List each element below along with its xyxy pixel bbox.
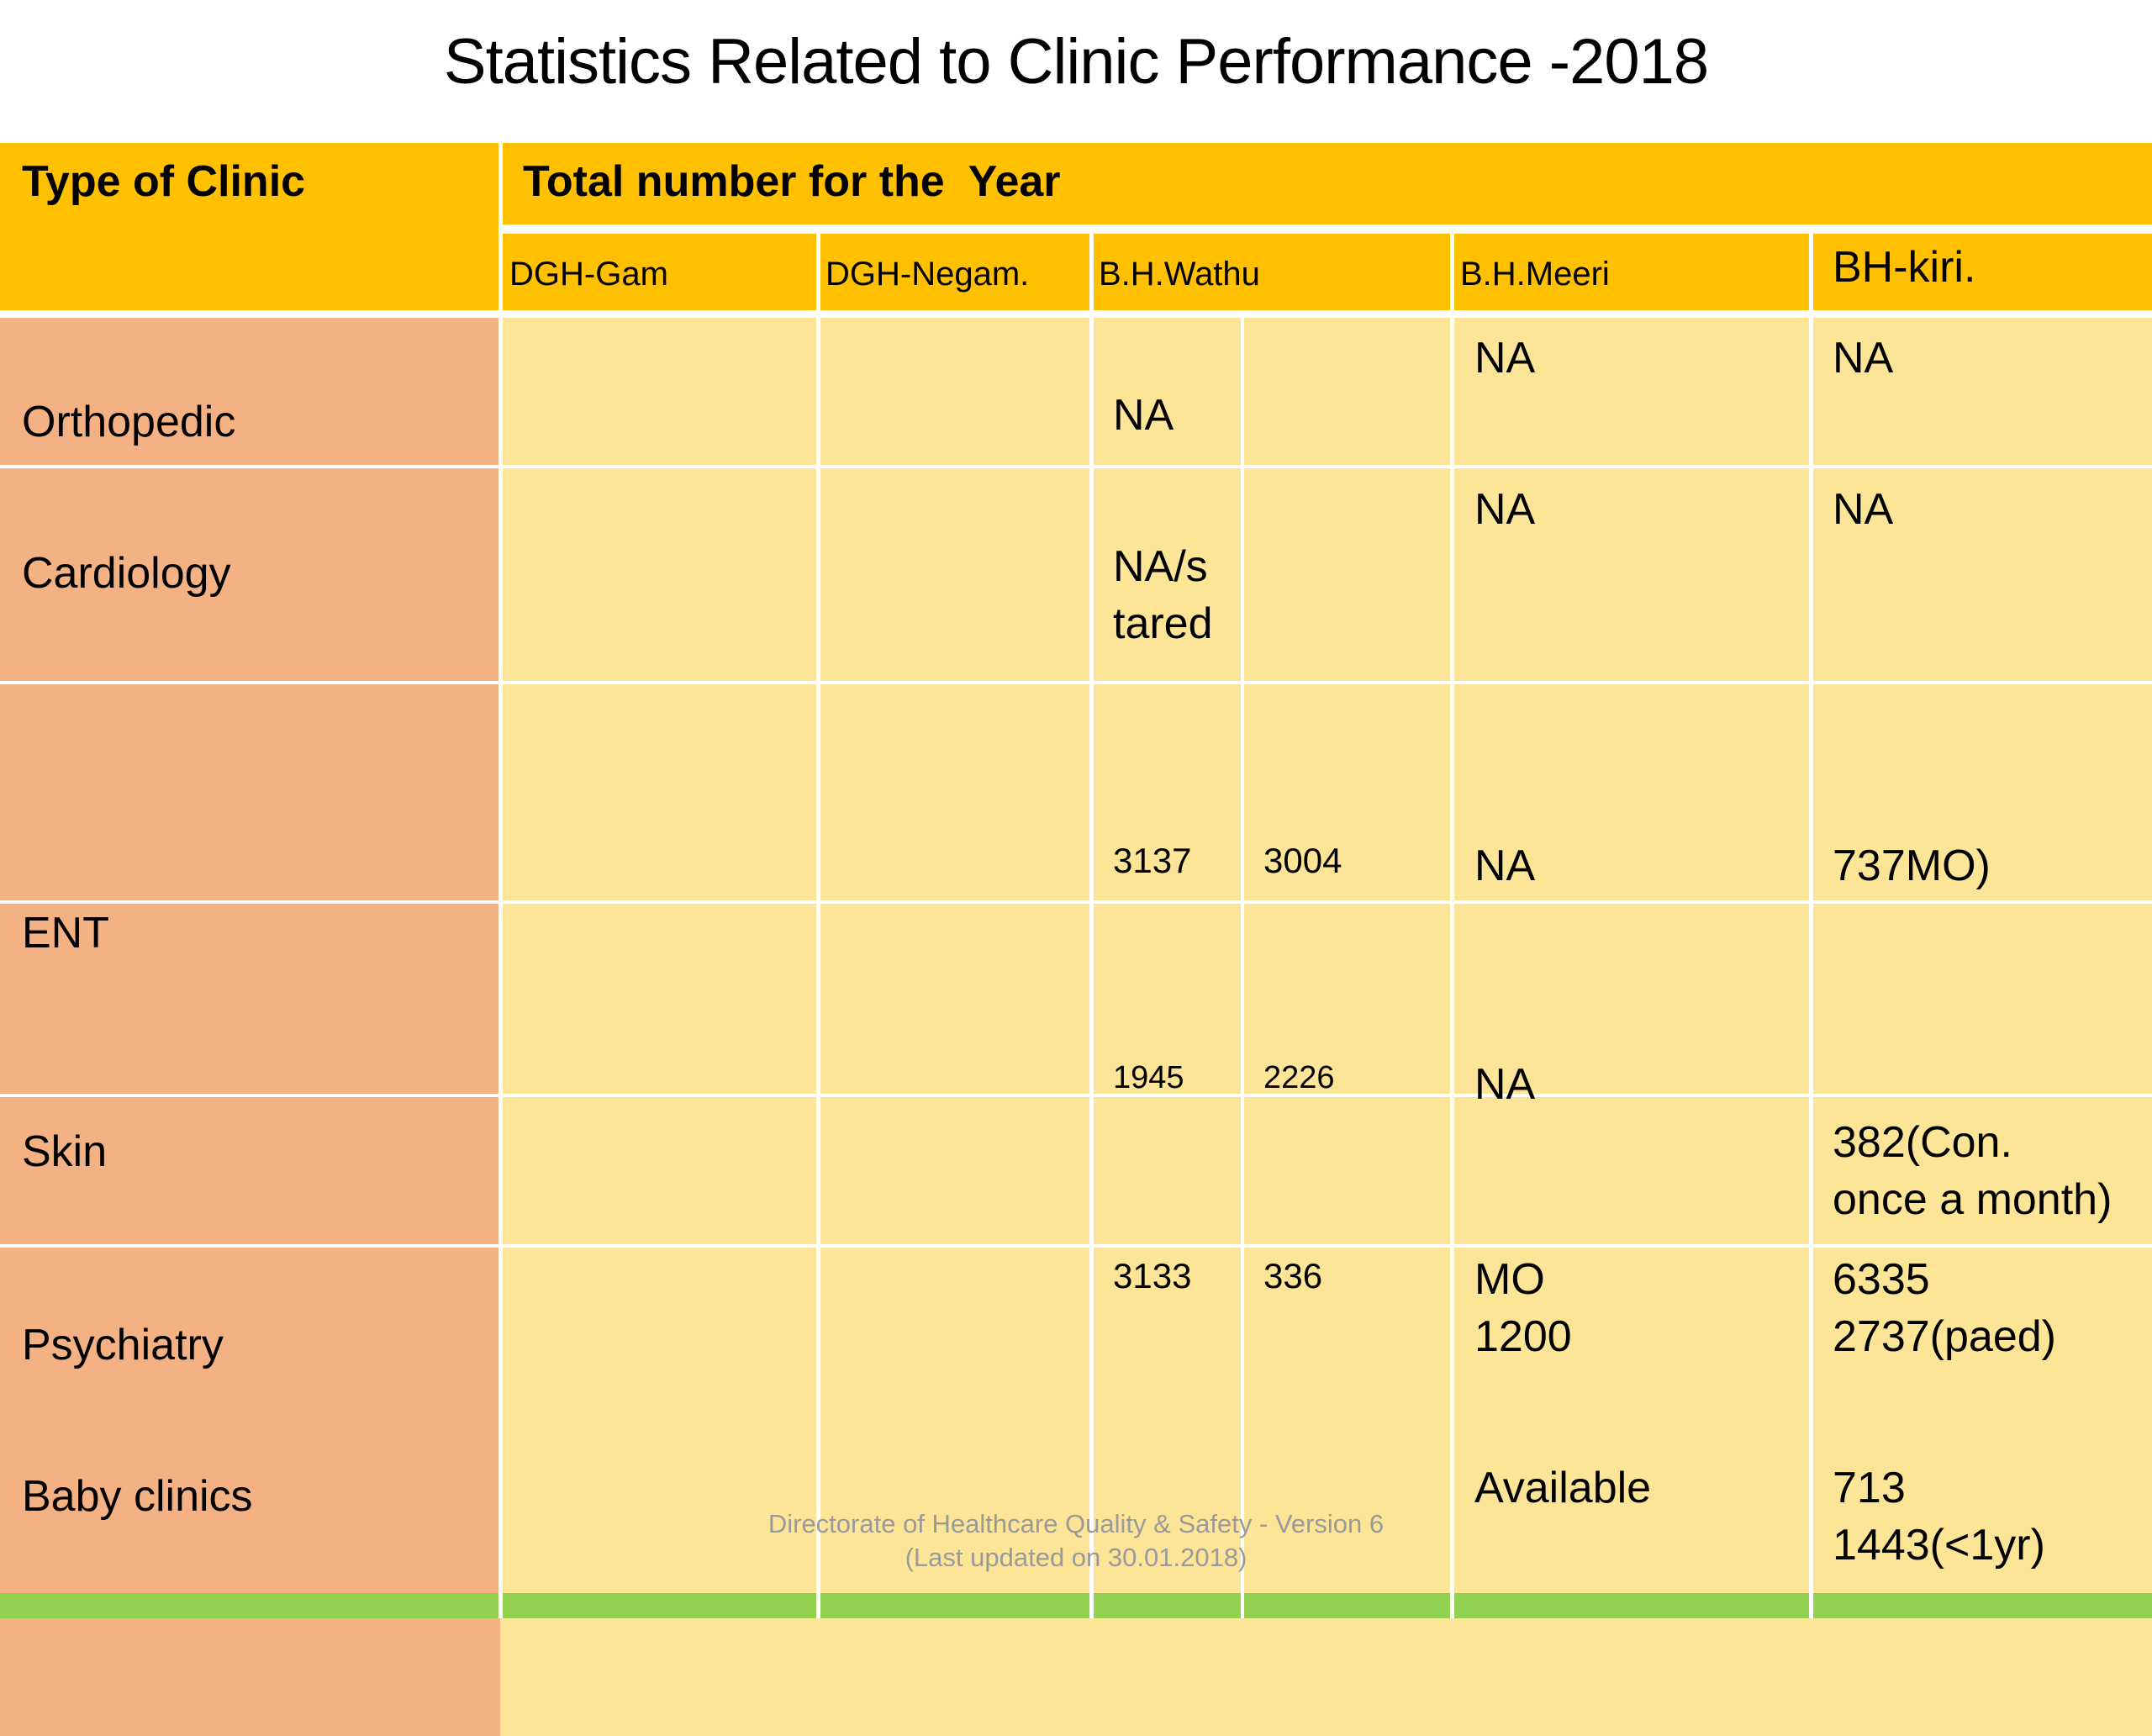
clinic-statistics-table: Type of Clinic Total number for the Year…: [0, 143, 2152, 1736]
orthopedic-wathu-value: NA: [1113, 391, 1174, 440]
grid-line: [1450, 234, 1454, 1618]
grid-line: [0, 1094, 2152, 1097]
psychiatry-kiri-value: 6335 2737(paed): [1833, 1255, 2056, 1361]
header-total-number-cell: [500, 143, 2152, 225]
grid-line: [816, 234, 820, 1618]
grid-line: [500, 224, 2152, 234]
page-title: Statistics Related to Clinic Performance…: [443, 26, 1709, 98]
row-label-orthopedic: Orthopedic: [22, 398, 236, 446]
grid-line: [1809, 234, 1813, 1618]
grid-line: [0, 681, 2152, 684]
ent-wathu-value-b: 3004: [1263, 841, 1342, 880]
bottom-band: [0, 1593, 2152, 1618]
grid-line: [0, 310, 2152, 318]
column-header-dgh-negam: DGH-Negam.: [825, 256, 1030, 293]
orthopedic-kiri-value: NA: [1833, 334, 1894, 383]
row-label-baby-clinics: Baby clinics: [22, 1472, 253, 1521]
skin-kiri-value: 382(Con. once a month): [1833, 1118, 2112, 1224]
baby-clinics-meeri-value: Available: [1474, 1464, 1652, 1512]
cardiology-kiri-value: NA: [1833, 485, 1894, 534]
type-of-clinic-header: Type of Clinic: [22, 157, 306, 206]
column-header-bh-meeri: B.H.Meeri: [1460, 256, 1610, 293]
grid-line: [0, 1244, 2152, 1248]
column-header-dgh-gam: DGH-Gam: [509, 256, 668, 293]
header-columns-row: [500, 225, 2152, 311]
grid-line: [1241, 311, 1244, 1618]
psychiatry-wathu-value-a: 3133: [1113, 1256, 1192, 1295]
grid-line: [0, 900, 2152, 904]
row-label-psychiatry: Psychiatry: [22, 1321, 224, 1369]
footer-line-2: (Last updated on 30.01.2018): [905, 1543, 1247, 1572]
table-body: [500, 311, 2152, 1736]
cardiology-meeri-value: NA: [1474, 485, 1536, 534]
header-type-of-clinic-cell: [0, 143, 500, 311]
grid-line: [1089, 234, 1094, 1618]
footer-line-1: Directorate of Healthcare Quality & Safe…: [767, 1509, 1385, 1538]
row-label-ent: ENT: [22, 909, 109, 958]
psychiatry-wathu-value-b: 336: [1263, 1256, 1323, 1295]
baby-clinics-kiri-value: 713 1443(<1yr): [1833, 1464, 2045, 1570]
total-number-header: Total number for the Year: [523, 157, 1061, 206]
row-label-cardiology: Cardiology: [22, 549, 231, 598]
column-header-bh-kiri: BH-kiri.: [1833, 243, 1976, 292]
row-label-skin: Skin: [22, 1127, 108, 1176]
ent-meeri-value: NA: [1474, 842, 1536, 890]
grid-line: [0, 465, 2152, 468]
skin-meeri-value: NA: [1474, 1060, 1536, 1109]
row-header-column: [0, 311, 500, 1736]
orthopedic-meeri-value: NA: [1474, 334, 1536, 383]
ent-kiri-value: 737MO): [1833, 842, 1991, 890]
skin-wathu-value-b: 2226: [1263, 1060, 1335, 1095]
grid-line: [498, 143, 503, 1618]
psychiatry-meeri-value: MO 1200: [1474, 1255, 1572, 1361]
skin-wathu-value-a: 1945: [1113, 1060, 1184, 1095]
ent-wathu-value-a: 3137: [1113, 841, 1192, 880]
column-header-bh-wathu: B.H.Wathu: [1099, 256, 1260, 293]
cardiology-wathu-value: NA/s tared: [1113, 542, 1213, 648]
